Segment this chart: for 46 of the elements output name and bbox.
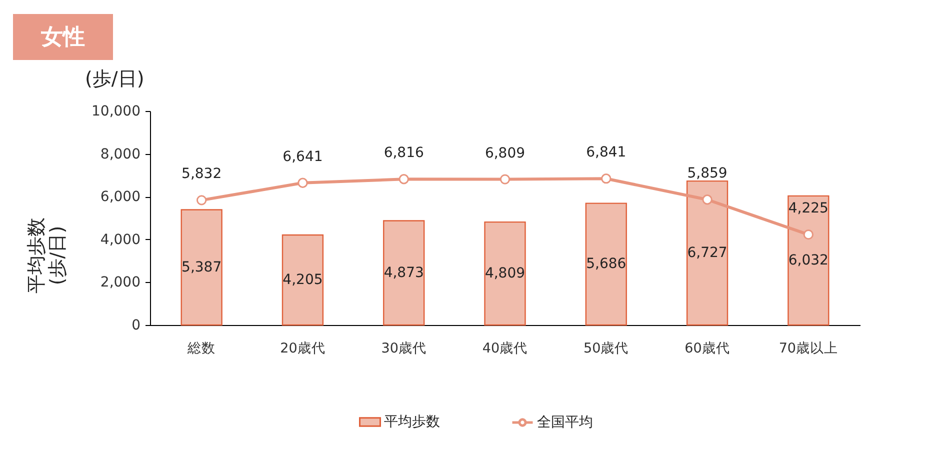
data-label: 5,387 (182, 259, 222, 276)
data-label: 6,727 (687, 245, 728, 262)
point (702, 194, 712, 205)
point (196, 195, 207, 206)
y-tick-label: 4,000 (100, 232, 140, 248)
legend-label: 全国平均 (537, 414, 593, 430)
bar (788, 195, 830, 326)
bar (180, 209, 222, 326)
point (803, 230, 814, 240)
bar (686, 180, 728, 326)
data-label: 5,859 (687, 166, 728, 182)
data-label: 4,809 (484, 266, 526, 282)
bar (585, 202, 627, 326)
y-tick-label: 10,000 (92, 104, 140, 120)
data-label: 5,686 (586, 256, 626, 272)
bar (282, 234, 324, 326)
data-label: 6,816 (384, 145, 424, 162)
data-label: 5,832 (182, 166, 222, 182)
bar (383, 220, 425, 326)
data-label: 4,873 (384, 264, 424, 281)
point (398, 174, 409, 184)
x-tick-label: 総数 (186, 340, 216, 356)
data-label: 6,841 (586, 144, 626, 161)
point (500, 174, 510, 184)
bar (484, 221, 526, 326)
data-label: 6,032 (788, 252, 828, 268)
chart-title: 女性 (13, 14, 113, 60)
x-tick-label: 30歳代 (381, 340, 426, 356)
y-tick-label: 8,000 (100, 146, 140, 162)
y-tick-label: 6,000 (100, 189, 140, 206)
point (601, 174, 612, 184)
data-label: 6,809 (484, 145, 526, 162)
x-tick-label: 20歳代 (280, 340, 326, 356)
y-tick-label: 2,000 (100, 274, 140, 291)
text: (歩/日) (85, 67, 144, 92)
point (298, 178, 308, 188)
x-tick-label: 40歳代 (482, 340, 528, 356)
data-label: 4,205 (282, 272, 323, 288)
x-tick-label: 50歳代 (584, 340, 629, 356)
x-tick-label: 70歳以上 (778, 340, 838, 356)
y-axis-title: 平均歩数 (歩/日) (26, 218, 68, 294)
data-label: 6,641 (282, 148, 323, 165)
y-tick-label: 0 (132, 318, 140, 334)
x-tick-label: 60歳代 (684, 340, 730, 356)
data-label: 4,225 (788, 200, 828, 217)
legend-label: 平均歩数 (384, 414, 440, 430)
